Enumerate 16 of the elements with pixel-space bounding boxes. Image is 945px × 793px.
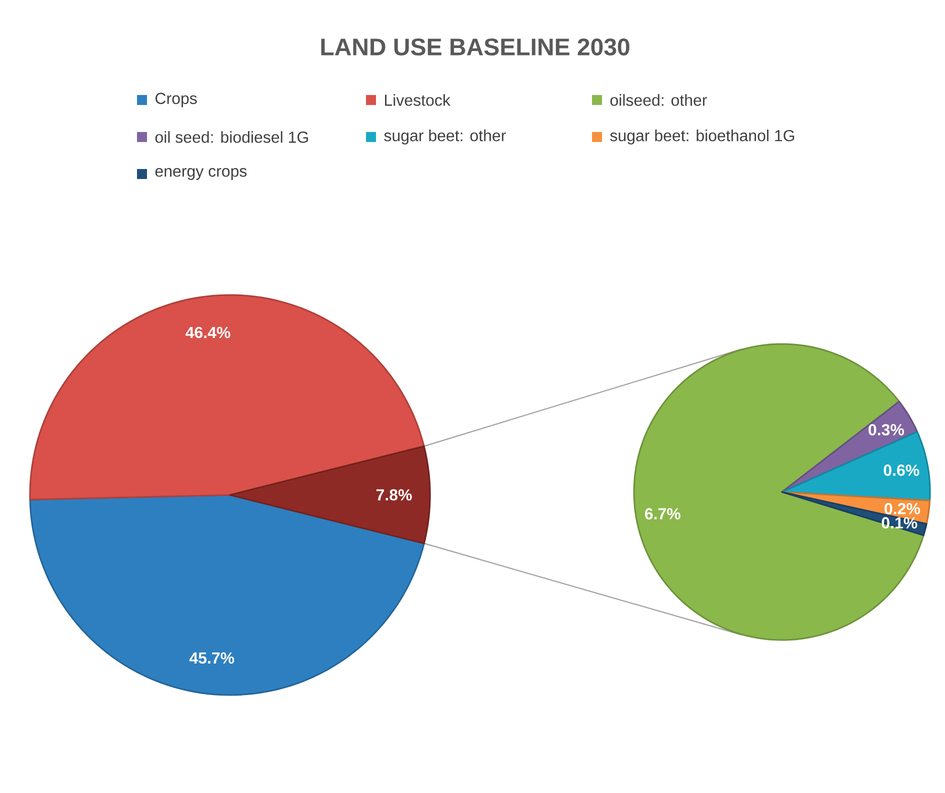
data-label: 0.3%	[868, 424, 904, 436]
legend-label: oil seed: biodiesel 1G	[155, 131, 308, 143]
data-label: 7.8%	[376, 489, 412, 500]
data-label: 6.7%	[644, 508, 680, 520]
legend-label: Crops	[156, 92, 197, 108]
chart-title: LAND USE BASELINE 2030	[321, 38, 630, 56]
legend-label: Livestock	[385, 94, 450, 106]
legend-label: oilseed: other	[610, 94, 707, 106]
legend-label: energy crops	[155, 168, 247, 180]
legend-label: sugar beet: bioethanol 1G	[610, 130, 794, 144]
data-label: 0.6%	[884, 464, 920, 476]
legend-label: sugar beet: other	[384, 130, 506, 144]
data-label: 0.1%	[882, 517, 918, 528]
data-label: 46.4%	[186, 326, 230, 338]
data-label: 45.7%	[189, 652, 234, 664]
data-label: 0.2%	[884, 502, 920, 514]
